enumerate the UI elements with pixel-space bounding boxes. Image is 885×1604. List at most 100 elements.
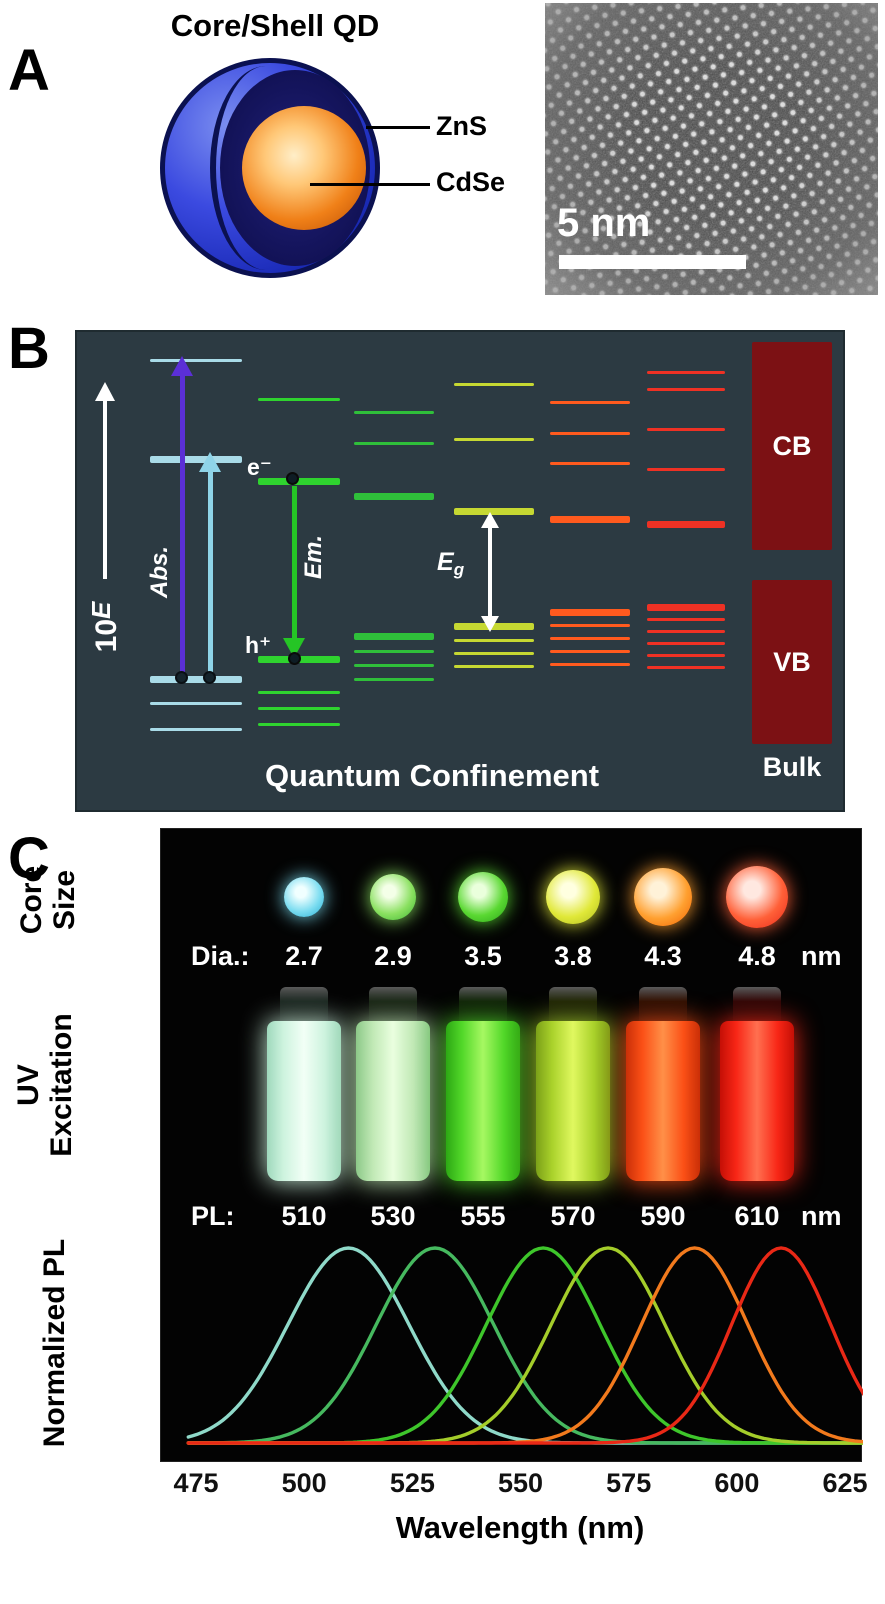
- panel-c-label: C: [8, 826, 50, 891]
- qd-sphere-4: [546, 870, 600, 924]
- qd-sphere-5: [634, 868, 692, 926]
- pl-row-value-5: 590: [640, 1201, 686, 1231]
- pl-curve-570nm: [186, 1246, 863, 1445]
- vial-cap: [459, 987, 507, 1023]
- absorption-label: Abs.: [146, 546, 173, 599]
- dia-row-unit: nm: [801, 941, 842, 971]
- energy-level-line-col3: [354, 493, 434, 500]
- x-tick-labels: 475 500 525 550 575 600 625: [0, 1468, 885, 1502]
- pl-row-prefix: PL:: [191, 1201, 235, 1231]
- dia-row: Dia.: 2.7 2.9 3.5 3.8 4.3 4.8 nm: [161, 941, 863, 975]
- energy-level-line-col3: [354, 442, 434, 445]
- normalized-pl-axis-label: Normalized PL: [38, 1238, 71, 1448]
- cdse-callout-line: [310, 183, 430, 186]
- core-shell-schematic: [160, 58, 380, 278]
- uv-vial-3: [446, 987, 520, 1187]
- uv-vial-6: [720, 987, 794, 1187]
- x-tick-550: 550: [497, 1468, 544, 1498]
- bandgap-label: Eg: [437, 548, 464, 580]
- absorption-arrow2-shaft: [208, 470, 213, 674]
- x-axis-title: Wavelength (nm): [395, 1510, 645, 1545]
- emission-label: Em.: [300, 535, 327, 580]
- core-size-axis-label: Core Size: [15, 840, 81, 960]
- pl-row: PL: 510 530 555 570 590 610 nm: [161, 1201, 863, 1235]
- absorption-arrow-base-dot: [175, 671, 188, 684]
- energy-level-line-col2: [258, 707, 340, 710]
- energy-level-line-col6: [647, 428, 725, 431]
- energy-axis-arrowhead: [95, 382, 115, 401]
- dia-row-value-3: 3.5: [464, 941, 502, 971]
- energy-level-line-col4: [454, 438, 534, 441]
- core-size-line2: Size: [48, 869, 81, 931]
- pl-curve-610nm: [186, 1246, 863, 1445]
- energy-level-line-col1: [150, 359, 242, 362]
- energy-level-line-col2: [258, 478, 340, 485]
- electron-label: e⁻: [247, 454, 272, 480]
- energy-diagram: 10E Abs. e⁻ h⁺ Em. Eg CB VB Bulk Quantum…: [75, 330, 845, 812]
- pl-curve-530nm: [186, 1246, 863, 1445]
- energy-level-line-col3: [354, 411, 434, 414]
- energy-level-line-col5: [550, 432, 630, 435]
- pl-row-value-4: 570: [550, 1201, 596, 1231]
- photo-panel: Dia.: 2.7 2.9 3.5 3.8 4.3 4.8 nm PL: 510 530 555 57…: [160, 828, 863, 1462]
- energy-level-line-col6: [647, 618, 725, 621]
- energy-level-line-col1: [150, 702, 242, 705]
- energy-level-line-col5: [550, 650, 630, 653]
- energy-level-line-col6: [647, 642, 725, 645]
- pl-curve-590nm: [186, 1246, 863, 1445]
- energy-level-line-col6: [647, 371, 725, 374]
- cb-label: CB: [772, 430, 812, 461]
- core-size-line1: Core: [15, 865, 48, 935]
- pl-row-value-6: 610: [734, 1201, 780, 1231]
- bandgap-label-base: E: [437, 548, 454, 576]
- qd-sphere-2: [370, 874, 416, 920]
- energy-level-line-col6: [647, 666, 725, 669]
- uv-excitation-line2: Excitation: [45, 1013, 78, 1157]
- absorption-arrow2-head: [199, 452, 221, 472]
- energy-level-line-col4: [454, 665, 534, 668]
- energy-level-line-col2: [258, 723, 340, 726]
- energy-level-line-col6: [647, 604, 725, 611]
- uv-vial-5: [626, 987, 700, 1187]
- energy-level-line-col3: [354, 678, 434, 681]
- x-tick-500: 500: [281, 1468, 327, 1498]
- vial-cap: [639, 987, 687, 1023]
- qd-sphere-6: [726, 866, 788, 928]
- bandgap-label-sub: g: [453, 560, 465, 579]
- energy-level-line-col4: [454, 639, 534, 642]
- x-tick-575: 575: [606, 1468, 652, 1498]
- energy-axis-line: [103, 399, 107, 579]
- energy-level-line-col1: [150, 456, 242, 463]
- energy-level-line-col6: [647, 468, 725, 471]
- x-tick-525: 525: [389, 1468, 435, 1498]
- dia-row-value-5: 4.3: [644, 941, 682, 971]
- qd-core-sphere: [242, 106, 366, 230]
- x-tick-600: 600: [714, 1468, 760, 1498]
- uv-excitation-line1: UV: [12, 1064, 45, 1106]
- tem-scale-label: 5 nm: [557, 201, 651, 245]
- dia-row-value-6: 4.8: [738, 941, 776, 971]
- qd-sphere-1: [284, 877, 324, 917]
- tem-vignette: [545, 3, 878, 295]
- energy-level-line-col4: [454, 383, 534, 386]
- energy-level-line-col3: [354, 633, 434, 640]
- energy-level-line-col5: [550, 663, 630, 666]
- emission-arrow-shaft: [292, 486, 297, 640]
- valence-band-block: VB: [752, 580, 832, 744]
- energy-level-line-col4: [454, 652, 534, 655]
- bandgap-arrow-shaft: [488, 526, 492, 618]
- quantum-confinement-caption: Quantum Confinement: [264, 758, 600, 793]
- pl-curve-510nm: [186, 1246, 863, 1445]
- panel-b-label: B: [8, 316, 50, 381]
- panel-a-title: Core/Shell QD: [170, 8, 380, 43]
- uv-vial-4: [536, 987, 610, 1187]
- vial-cap: [733, 987, 781, 1023]
- energy-level-line-col2: [258, 691, 340, 694]
- energy-level-line-col3: [354, 664, 434, 667]
- tem-scale-bar: [559, 255, 746, 269]
- emission-arrow-head: [283, 638, 305, 658]
- energy-level-line-col6: [647, 388, 725, 391]
- bandgap-arrow-top: [481, 512, 499, 528]
- bandgap-arrow-bottom: [481, 616, 499, 632]
- energy-level-line-col3: [354, 650, 434, 653]
